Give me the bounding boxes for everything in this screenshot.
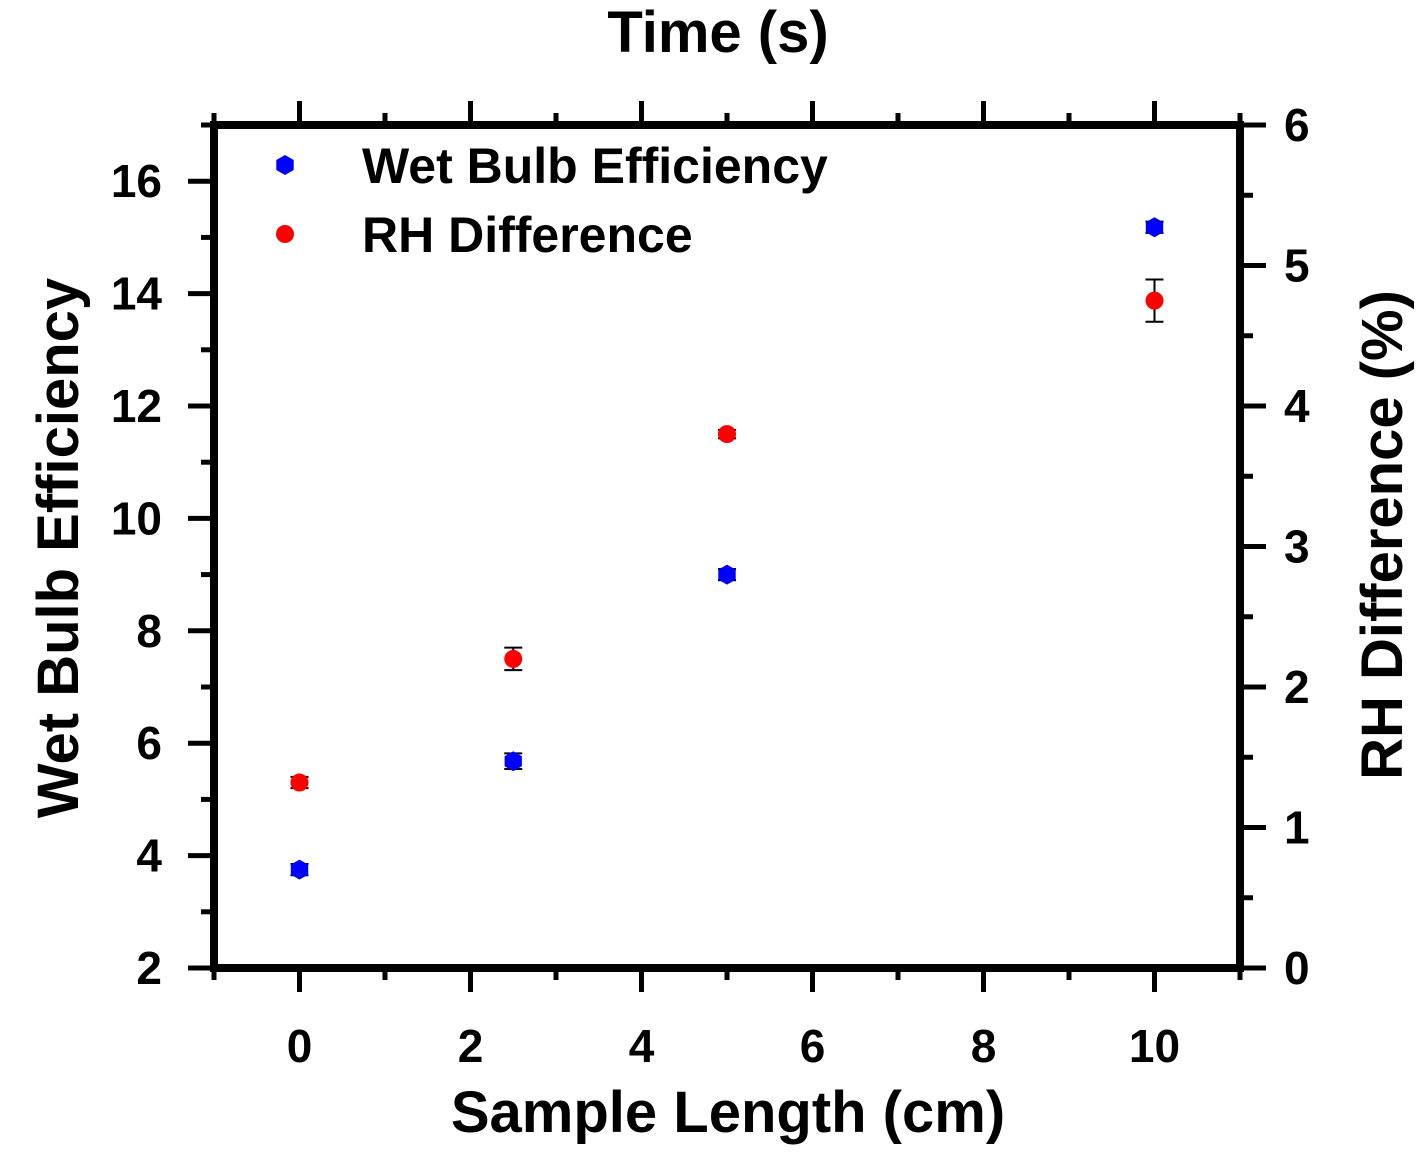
- y-tick-label: 2: [136, 942, 162, 994]
- x-axis-title: Sample Length (cm): [451, 1080, 1005, 1145]
- y2-axis-title: RH Difference (%): [1350, 290, 1415, 780]
- point-wet-bulb: [718, 564, 736, 585]
- legend-symbol-rh-difference: [276, 225, 294, 243]
- legend-symbol-wet-bulb: [276, 155, 294, 175]
- y-tick-label: 6: [136, 717, 162, 769]
- point-wet-bulb: [504, 751, 522, 772]
- axis-ticks: [188, 101, 1266, 992]
- y-tick-label: 14: [111, 268, 163, 320]
- legend-marker-wet-bulb: [276, 155, 294, 175]
- x-tick-label: 10: [1129, 1020, 1180, 1072]
- legend-marker-rh-difference: [276, 225, 294, 243]
- y-tick-label: 8: [136, 605, 162, 657]
- x-tick-label: 8: [971, 1020, 997, 1072]
- y2-tick-label: 0: [1284, 942, 1310, 994]
- y2-tick-label: 2: [1284, 661, 1310, 713]
- legend: Wet Bulb Efficiency RH Difference: [276, 138, 828, 263]
- point-wet-bulb: [290, 859, 309, 880]
- point-rh-difference: [504, 649, 523, 668]
- y2-tick-label: 1: [1284, 802, 1310, 854]
- y2-tick-label: 3: [1284, 521, 1310, 573]
- point-rh-difference: [290, 773, 309, 792]
- data-points: [290, 217, 1164, 880]
- y2-tick-label: 5: [1284, 240, 1310, 292]
- legend-label-rh-difference: RH Difference: [362, 207, 693, 263]
- y-tick-label: 10: [111, 492, 162, 544]
- y2-tick-label: 6: [1284, 99, 1310, 151]
- point-rh-difference: [1145, 291, 1164, 310]
- y-tick-label: 12: [111, 380, 162, 432]
- x-tick-label: 0: [287, 1020, 313, 1072]
- legend-label-wet-bulb: Wet Bulb Efficiency: [362, 138, 828, 194]
- point-rh-difference: [718, 425, 736, 444]
- x-tick-label: 6: [800, 1020, 826, 1072]
- y-axis-title: Wet Bulb Efficiency: [26, 278, 91, 818]
- chart-title: Time (s): [607, 0, 828, 65]
- point-wet-bulb: [1145, 217, 1164, 238]
- x-tick-label: 4: [629, 1020, 655, 1072]
- y2-tick-label: 4: [1284, 380, 1310, 432]
- y-tick-label: 4: [136, 830, 162, 882]
- y-tick-label: 16: [111, 155, 162, 207]
- x-tick-label: 2: [458, 1020, 484, 1072]
